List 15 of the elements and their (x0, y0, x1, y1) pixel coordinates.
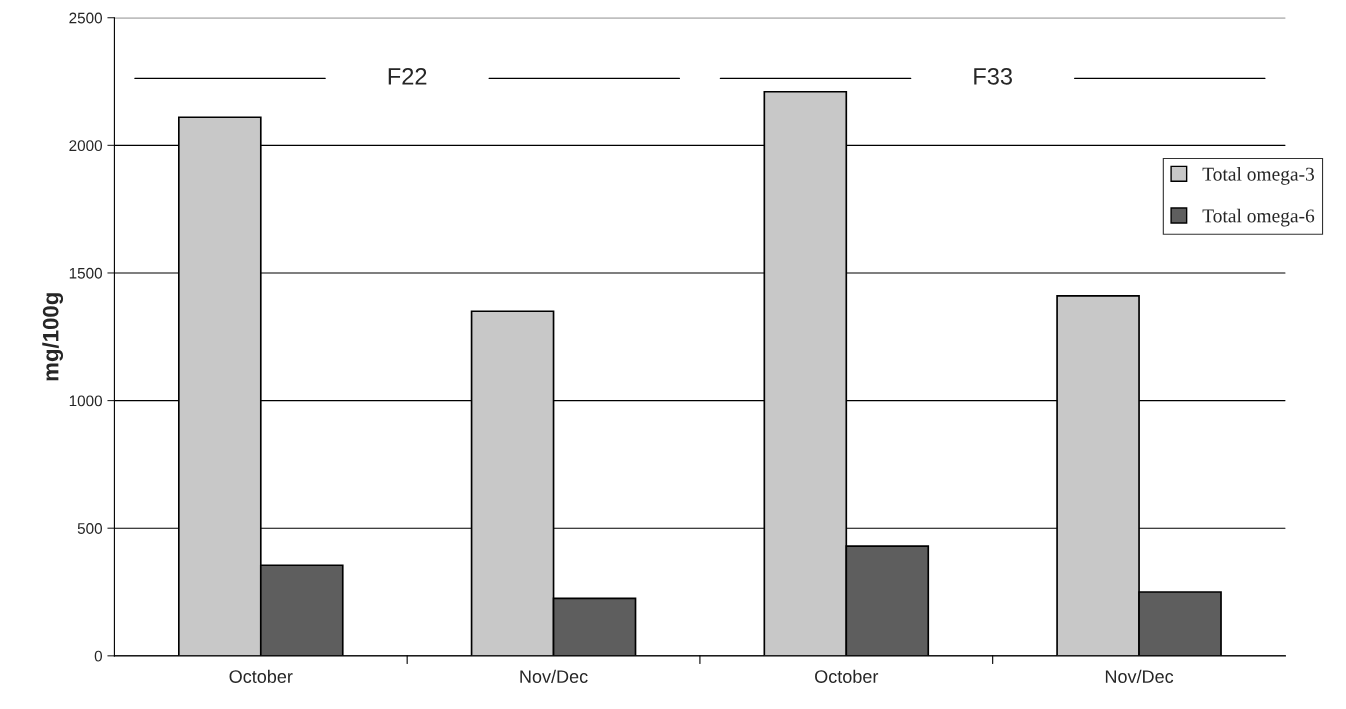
x-tick-label: Nov/Dec (520, 669, 588, 683)
y-tick-label: 1000 (69, 395, 103, 407)
legend-label: Total omega-6 (1202, 208, 1315, 227)
x-tick-label: October (229, 669, 293, 683)
y-axis-title: mg/100g (42, 293, 64, 381)
y-tick-label: 1500 (69, 267, 103, 279)
x-tick-label: October (815, 669, 879, 683)
legend-label: Total omega-3 (1202, 167, 1315, 185)
y-tick-label: 500 (77, 523, 103, 534)
x-tick-label: Nov/Dec (1105, 669, 1174, 683)
annotation: F22 (388, 67, 427, 85)
annotation: F33 (974, 67, 1012, 85)
y-tick-label: 0 (94, 650, 103, 662)
y-tick-label: 2000 (69, 140, 103, 152)
y-tick-label: 2500 (69, 12, 103, 24)
